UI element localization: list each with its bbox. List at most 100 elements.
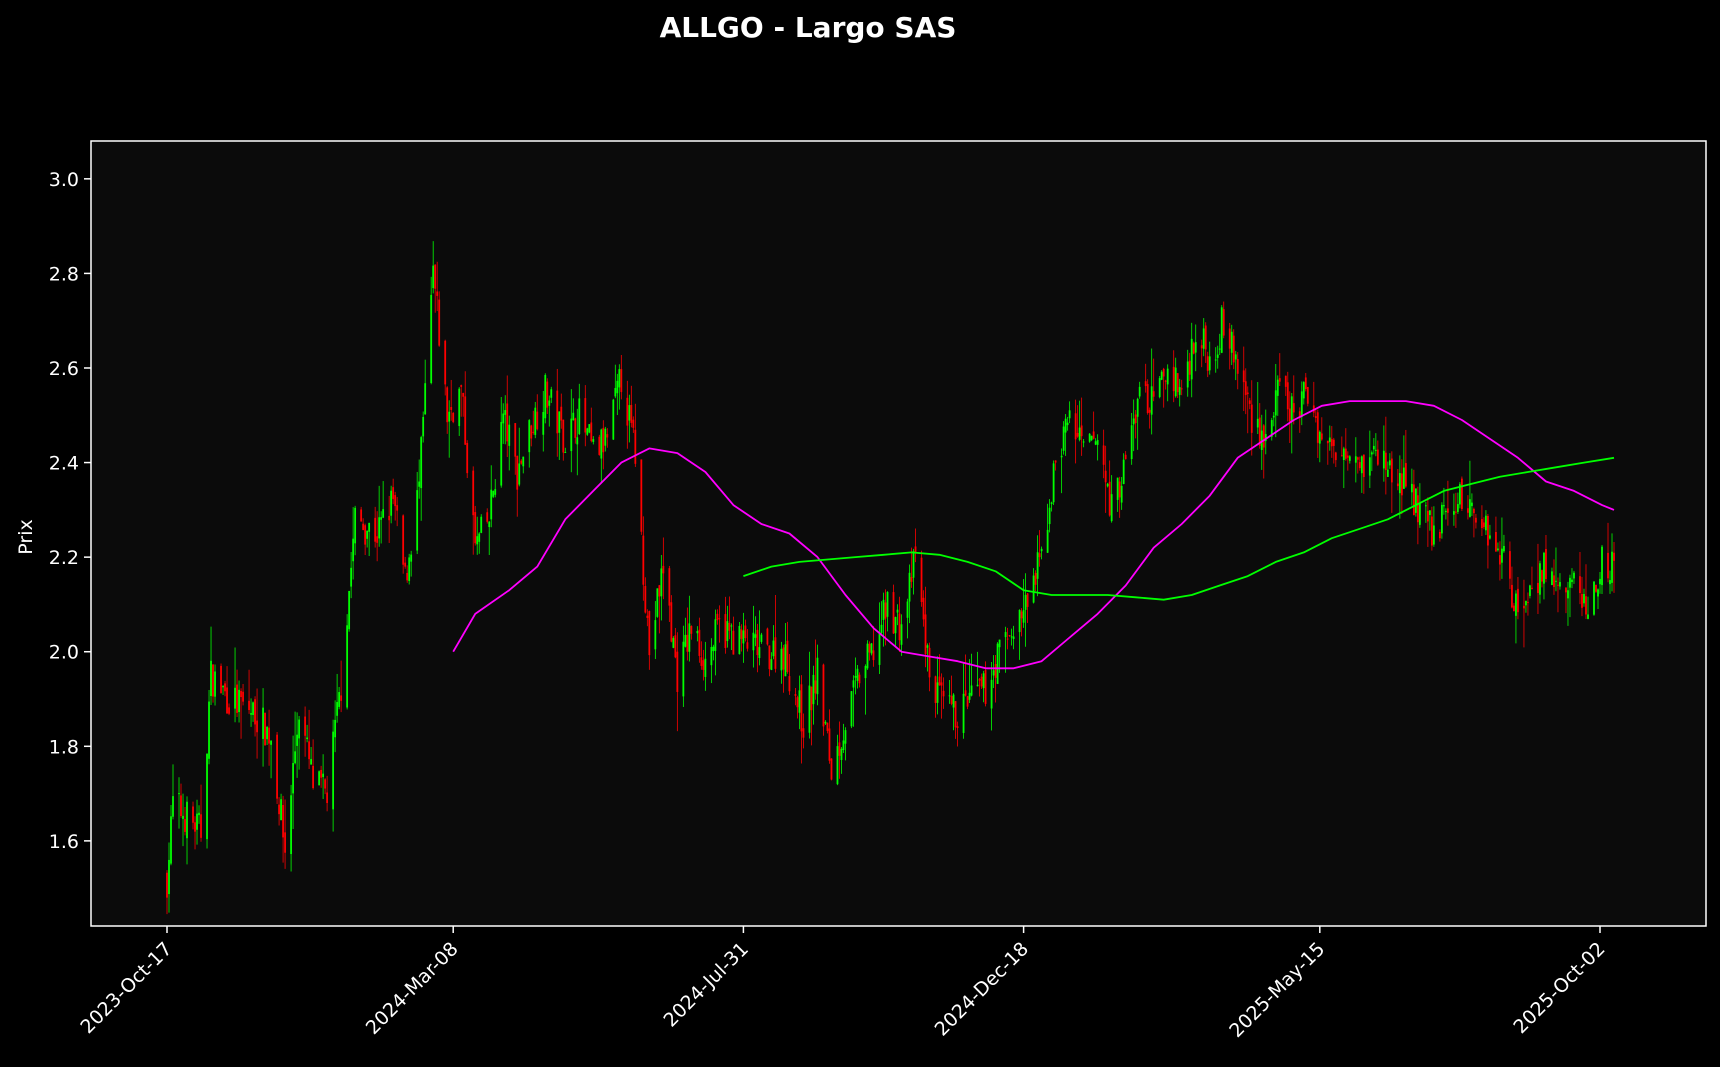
up-candle-body (712, 646, 715, 652)
up-candle-body (878, 633, 881, 665)
down-candle-body (924, 614, 927, 654)
up-candle-body (410, 554, 413, 562)
up-candle-body (854, 675, 857, 678)
up-candle-body (1348, 456, 1351, 461)
down-candle-body (1320, 433, 1323, 440)
up-candle-body (1529, 585, 1531, 596)
up-candle-body (1372, 445, 1375, 450)
down-candle-body (1511, 584, 1513, 608)
down-candle-body (1461, 478, 1463, 510)
up-candle-body (270, 740, 272, 745)
up-candle-body (870, 643, 873, 654)
up-candle-body (612, 399, 615, 440)
down-candle-body (1473, 508, 1475, 514)
up-candle-body (458, 388, 461, 427)
up-candle-body (1040, 548, 1043, 552)
up-candle-body (1190, 338, 1193, 380)
up-candle-body (380, 517, 383, 520)
up-candle-body (754, 634, 757, 638)
up-candle-body (172, 796, 174, 817)
down-candle-body (838, 742, 841, 756)
up-candle-body (186, 801, 188, 839)
up-candle-body (1090, 435, 1093, 441)
up-candle-body (1440, 504, 1443, 534)
plot-area (91, 141, 1706, 926)
down-candle-body (1358, 462, 1361, 469)
down-candle-body (1192, 343, 1195, 354)
down-candle-body (828, 728, 831, 761)
up-candle-body (714, 619, 717, 651)
up-candle-body (1424, 505, 1427, 507)
up-candle-body (1388, 460, 1391, 466)
up-candle-body (784, 644, 787, 677)
down-candle-body (402, 515, 405, 565)
down-candle-body (242, 691, 244, 702)
down-candle-body (1376, 449, 1379, 465)
up-candle-body (1158, 378, 1161, 398)
down-candle-body (1038, 553, 1041, 558)
up-candle-body (1469, 499, 1471, 517)
down-candle-body (1222, 309, 1225, 336)
down-candle-body (1412, 484, 1415, 515)
down-candle-body (646, 615, 649, 618)
up-candle-body (742, 630, 745, 644)
down-candle-body (1545, 549, 1547, 580)
down-candle-body (530, 425, 533, 439)
up-candle-body (962, 693, 965, 733)
up-candle-body (1166, 368, 1169, 385)
down-candle-body (228, 707, 230, 714)
down-candle-body (956, 726, 959, 729)
up-candle-body (1611, 551, 1613, 583)
down-candle-body (200, 814, 202, 838)
down-candle-body (994, 663, 997, 678)
down-candle-body (268, 727, 270, 744)
down-candle-body (184, 819, 186, 832)
down-candle-body (546, 381, 549, 408)
down-candle-body (1246, 392, 1249, 395)
up-candle-body (1230, 331, 1233, 353)
up-candle-body (354, 507, 357, 544)
up-candle-body (1573, 572, 1575, 579)
down-candle-body (630, 404, 633, 423)
up-candle-body (1368, 457, 1371, 476)
up-candle-body (1088, 433, 1091, 442)
down-candle-body (1509, 551, 1511, 579)
down-candle-body (644, 585, 647, 613)
down-candle-body (1495, 532, 1497, 552)
down-candle-body (364, 525, 367, 545)
up-candle-body (544, 374, 547, 419)
up-candle-body (1432, 525, 1435, 545)
down-candle-body (766, 628, 769, 645)
down-candle-body (674, 635, 677, 658)
down-candle-body (598, 436, 601, 455)
down-candle-body (324, 779, 327, 789)
up-candle-body (1318, 431, 1321, 444)
up-candle-body (1218, 348, 1221, 350)
up-candle-body (550, 389, 553, 398)
up-candle-body (1382, 450, 1385, 469)
up-candle-body (970, 685, 973, 696)
up-candle-body (684, 634, 687, 647)
up-candle-body (656, 588, 659, 617)
down-candle-body (224, 683, 226, 692)
up-candle-body (808, 685, 811, 733)
down-candle-body (240, 690, 242, 698)
down-candle-body (1242, 370, 1245, 383)
down-candle-body (308, 741, 310, 760)
up-candle-body (336, 702, 339, 716)
down-candle-body (648, 611, 651, 656)
up-candle-body (382, 509, 385, 518)
down-candle-body (942, 690, 945, 697)
up-candle-body (982, 673, 985, 689)
up-candle-body (170, 816, 172, 864)
up-candle-body (1022, 610, 1025, 623)
up-candle-body (836, 746, 839, 785)
up-candle-body (816, 657, 819, 695)
up-candle-body (992, 670, 995, 676)
up-candle-body (726, 621, 729, 642)
up-candle-body (296, 734, 298, 746)
down-candle-body (450, 407, 453, 410)
down-candle-body (910, 577, 913, 582)
up-candle-body (1597, 589, 1599, 597)
down-candle-body (950, 695, 953, 704)
